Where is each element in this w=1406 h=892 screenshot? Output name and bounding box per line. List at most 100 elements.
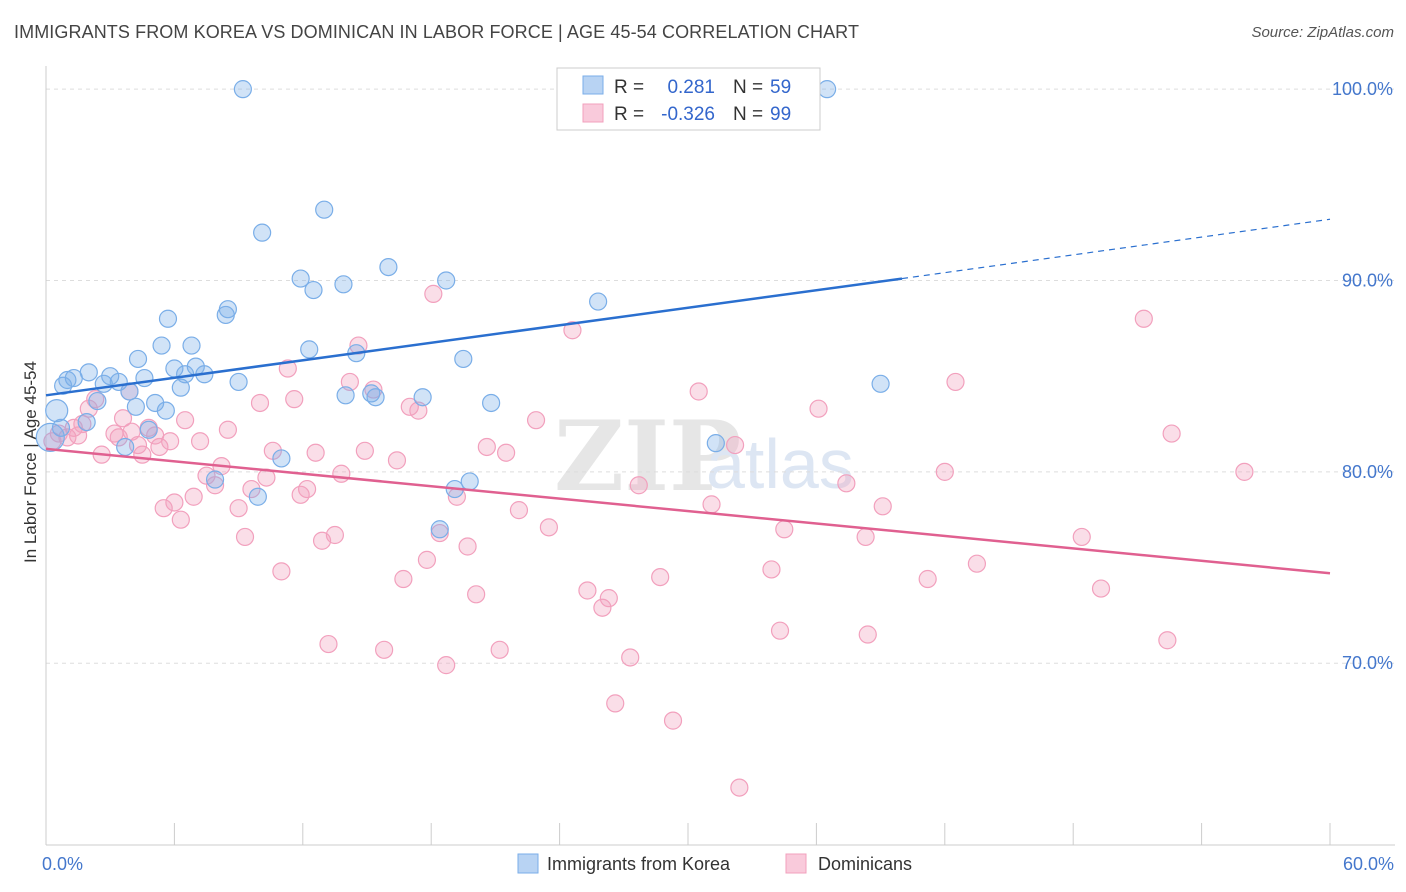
korea-point — [135, 368, 154, 388]
dominican-point — [539, 518, 559, 537]
korea-point — [35, 422, 65, 453]
korea-point — [248, 487, 267, 506]
legend-swatch-korea — [517, 853, 539, 874]
dominican-point — [593, 598, 612, 617]
dominican-point — [250, 393, 270, 413]
x-tick-label: 0.0% — [42, 854, 83, 874]
dominican-point — [509, 501, 529, 520]
dominican-point — [1072, 527, 1091, 547]
dominican-point — [205, 476, 225, 495]
stats-box: R = 0.281 N = 59 R = -0.326 N = 99 — [556, 67, 821, 131]
korea-point — [300, 340, 319, 359]
korea-point — [871, 374, 890, 393]
korea-point — [171, 378, 190, 397]
dominican-point — [856, 527, 875, 547]
dominican-point — [775, 520, 794, 539]
dominican-point — [171, 510, 190, 529]
dominican-point — [873, 497, 892, 516]
dominican-point — [306, 443, 325, 462]
dominican-point — [477, 437, 496, 457]
dominican-point — [355, 441, 374, 460]
y-tick-label: 80.0% — [1342, 462, 1393, 482]
dominican-point — [563, 321, 582, 340]
korea-point — [158, 309, 178, 328]
dominican-point — [1134, 309, 1153, 328]
dominican-point — [629, 476, 648, 495]
chart-title: IMMIGRANTS FROM KOREA VS DOMINICAN IN LA… — [14, 22, 860, 42]
legend-label-korea: Immigrants from Korea — [547, 854, 731, 874]
x-tick-label: 60.0% — [1343, 854, 1394, 874]
korea-point — [128, 349, 148, 369]
chart-source: Source: ZipAtlas.com — [1251, 24, 1394, 41]
dominican-point — [235, 527, 255, 547]
korea-point — [116, 437, 135, 457]
korea-point — [139, 420, 158, 439]
dominican-point — [68, 426, 88, 445]
korea-point — [336, 386, 355, 405]
stats-n-value-korea: 59 — [770, 77, 791, 98]
korea-point — [253, 223, 272, 242]
dominican-point — [1158, 631, 1177, 650]
korea-point — [205, 470, 225, 489]
dominican-point — [621, 648, 640, 667]
dominican-point — [702, 495, 721, 514]
stats-n-label-korea: N = — [733, 77, 763, 98]
korea-point — [152, 336, 171, 355]
axes — [45, 66, 1395, 846]
dominican-point — [437, 656, 456, 675]
dominican-point — [424, 284, 443, 303]
dominican-point — [651, 567, 670, 587]
korea-point — [366, 388, 385, 407]
korea-point — [454, 349, 473, 369]
dominican-point — [285, 390, 304, 409]
dominican-point — [526, 411, 546, 430]
korea-point — [45, 399, 69, 423]
korea-point — [218, 300, 237, 319]
korea-point — [379, 257, 398, 277]
dominican-point — [375, 640, 394, 659]
dominican-point — [578, 581, 597, 600]
y-tick-labels: 100.0% 90.0% 80.0% 70.0% — [1332, 79, 1393, 673]
y-tick-label: 70.0% — [1342, 653, 1393, 673]
dominican-point — [606, 694, 625, 713]
dominican-point — [190, 432, 210, 451]
dominican-point — [1235, 462, 1254, 481]
trend-lines — [45, 218, 1331, 575]
korea-point — [58, 370, 77, 390]
korea-point — [334, 275, 353, 294]
dominican-point — [730, 778, 749, 797]
watermark-zip: ZIP — [554, 400, 741, 513]
x-tick-labels: 0.0% 60.0% — [42, 854, 1394, 874]
dominican-point — [663, 711, 683, 730]
korea-point — [77, 412, 96, 432]
korea-trend-extension — [901, 218, 1331, 280]
dominican-point — [918, 569, 937, 589]
korea-point — [304, 280, 323, 300]
dominican-point — [935, 462, 954, 481]
y-axis-label: In Labor Force | Age 45-54 — [21, 361, 40, 563]
dominican-point — [150, 437, 169, 457]
stats-n-value-dominican: 99 — [770, 104, 791, 125]
korea-point — [182, 336, 201, 355]
dominican-point — [1162, 424, 1181, 443]
legend-label-dominican: Dominicans — [818, 854, 912, 874]
dominican-point — [387, 451, 407, 470]
watermark: ZIP atlas — [554, 400, 854, 513]
dominican-point — [409, 401, 428, 420]
korea-point — [126, 397, 145, 416]
dominican-point — [165, 493, 184, 512]
dominican-point — [725, 435, 745, 455]
dominican-point — [967, 554, 987, 573]
stats-r-label-dominican: R = — [614, 104, 644, 125]
dominican-point — [946, 372, 965, 392]
korea-point — [79, 363, 98, 382]
korea-point — [272, 449, 291, 468]
watermark-atlas: atlas — [706, 425, 854, 503]
dominican-point — [762, 560, 781, 579]
dominican-point — [458, 537, 477, 556]
legend: Immigrants from Korea Dominicans — [517, 853, 912, 874]
legend-swatch-dominican — [785, 853, 807, 874]
korea-point — [817, 80, 837, 99]
korea-point — [460, 472, 479, 491]
